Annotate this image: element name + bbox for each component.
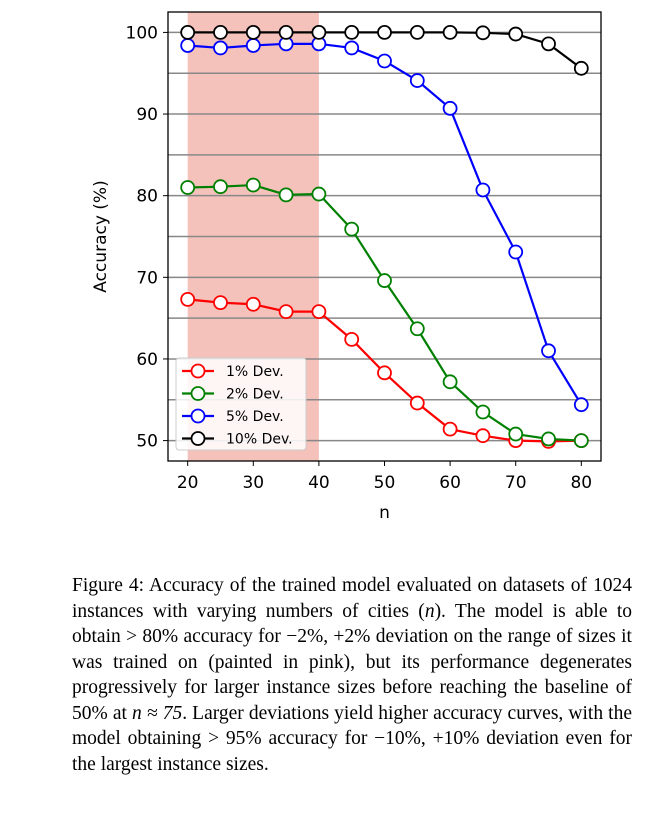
legend-marker <box>190 386 206 401</box>
caption-text: Accuracy of the trained model evaluated … <box>144 575 593 596</box>
caption-math: n <box>424 600 435 622</box>
y-tick-label: 70 <box>136 268 158 288</box>
caption-math: −2%, +2% <box>286 626 371 647</box>
data-point-3 <box>344 25 360 40</box>
x-tick-label: 80 <box>570 473 592 493</box>
legend-marker <box>190 431 206 446</box>
figure-caption: Figure 4: Accuracy of the trained model … <box>72 573 632 777</box>
caption-math: 1024 <box>592 575 632 596</box>
x-axis-label: n <box>379 503 390 523</box>
data-point-1 <box>180 180 196 195</box>
data-point-1 <box>213 179 228 195</box>
caption-text: instances with varying numbers of cities… <box>72 600 425 622</box>
data-point-0 <box>442 421 458 437</box>
caption-text: at <box>107 702 133 724</box>
data-point-0 <box>475 428 491 444</box>
data-point-3 <box>278 25 294 40</box>
data-point-2 <box>409 73 425 88</box>
data-point-1 <box>573 433 589 448</box>
data-point-2 <box>442 100 458 116</box>
y-tick-label: 50 <box>136 432 158 452</box>
data-point-1 <box>311 186 327 202</box>
x-tick-label: 30 <box>242 473 264 493</box>
y-tick-label: 100 <box>126 23 158 43</box>
data-point-3 <box>377 25 392 40</box>
y-axis-label: Accuracy (%) <box>91 180 111 292</box>
legend-label: 5% Dev. <box>226 409 284 425</box>
legend-marker <box>190 363 206 379</box>
data-point-0 <box>245 296 261 312</box>
data-point-1 <box>475 404 491 420</box>
caption-label: Figure 4: <box>72 575 145 596</box>
data-point-3 <box>311 25 327 40</box>
caption-math: 95% <box>225 728 262 749</box>
data-point-2 <box>180 38 196 53</box>
legend-marker <box>190 408 206 424</box>
y-tick-label: 80 <box>136 187 158 207</box>
data-point-2 <box>475 182 491 198</box>
data-point-1 <box>442 374 458 390</box>
data-point-1 <box>409 321 425 337</box>
data-point-1 <box>508 426 524 442</box>
data-point-1 <box>344 221 360 237</box>
caption-math: 50% <box>72 702 108 724</box>
data-point-3 <box>573 60 589 76</box>
data-point-2 <box>377 53 392 69</box>
data-point-0 <box>377 365 392 381</box>
data-point-3 <box>508 26 524 42</box>
data-point-3 <box>245 25 261 40</box>
caption-text: deviation on the range of sizes it was t… <box>72 626 632 698</box>
data-point-0 <box>213 295 228 311</box>
data-point-2 <box>245 38 261 53</box>
x-tick-label: 20 <box>177 473 199 493</box>
y-tick-label: 90 <box>136 105 158 125</box>
legend: 1% Dev. 2% Dev. 5% Dev. 10% Dev. <box>175 357 307 451</box>
data-point-2 <box>508 244 524 260</box>
caption-text: accuracy for <box>261 728 375 749</box>
y-tick-label: 60 <box>136 350 158 370</box>
accuracy-chart: 20 30 40 50 60 70 80 50 60 70 80 90 100 n Accuracy (%)… <box>91 11 602 523</box>
caption-text: accuracy for <box>178 626 287 647</box>
data-point-2 <box>213 40 228 56</box>
data-point-0 <box>180 291 196 307</box>
data-point-3 <box>213 25 228 40</box>
caption-text: ). The model is able to obtain > <box>72 600 632 648</box>
data-point-2 <box>541 343 556 359</box>
data-point-0 <box>409 395 425 411</box>
x-tick-label: 60 <box>439 473 461 493</box>
legend-box <box>175 357 307 451</box>
data-point-1 <box>377 273 392 288</box>
caption-math: 80% <box>142 626 179 647</box>
data-point-3 <box>180 25 196 40</box>
data-point-1 <box>278 187 294 203</box>
data-point-3 <box>475 25 491 41</box>
data-point-3 <box>541 36 556 52</box>
data-point-1 <box>541 431 556 447</box>
data-point-2 <box>573 397 589 413</box>
data-point-3 <box>409 25 425 40</box>
legend-label: 1% Dev. <box>226 364 284 380</box>
data-point-0 <box>344 331 360 347</box>
legend-label: 10% Dev. <box>226 432 293 448</box>
data-point-0 <box>311 304 327 320</box>
data-point-3 <box>442 25 458 40</box>
data-point-0 <box>278 304 294 320</box>
caption-text: deviation even for the largest instance … <box>72 728 632 775</box>
data-point-1 <box>245 177 261 193</box>
x-tick-label: 70 <box>505 473 527 493</box>
legend-label: 2% Dev. <box>226 387 284 403</box>
caption-math: −10%, +10% <box>374 728 480 749</box>
x-tick-label: 40 <box>308 473 330 493</box>
caption-math: n ≈ 75 <box>132 702 183 724</box>
x-tick-label: 50 <box>374 473 396 493</box>
data-point-2 <box>344 40 360 56</box>
caption-text: . Larger deviations yield higher accurac… <box>72 702 633 750</box>
